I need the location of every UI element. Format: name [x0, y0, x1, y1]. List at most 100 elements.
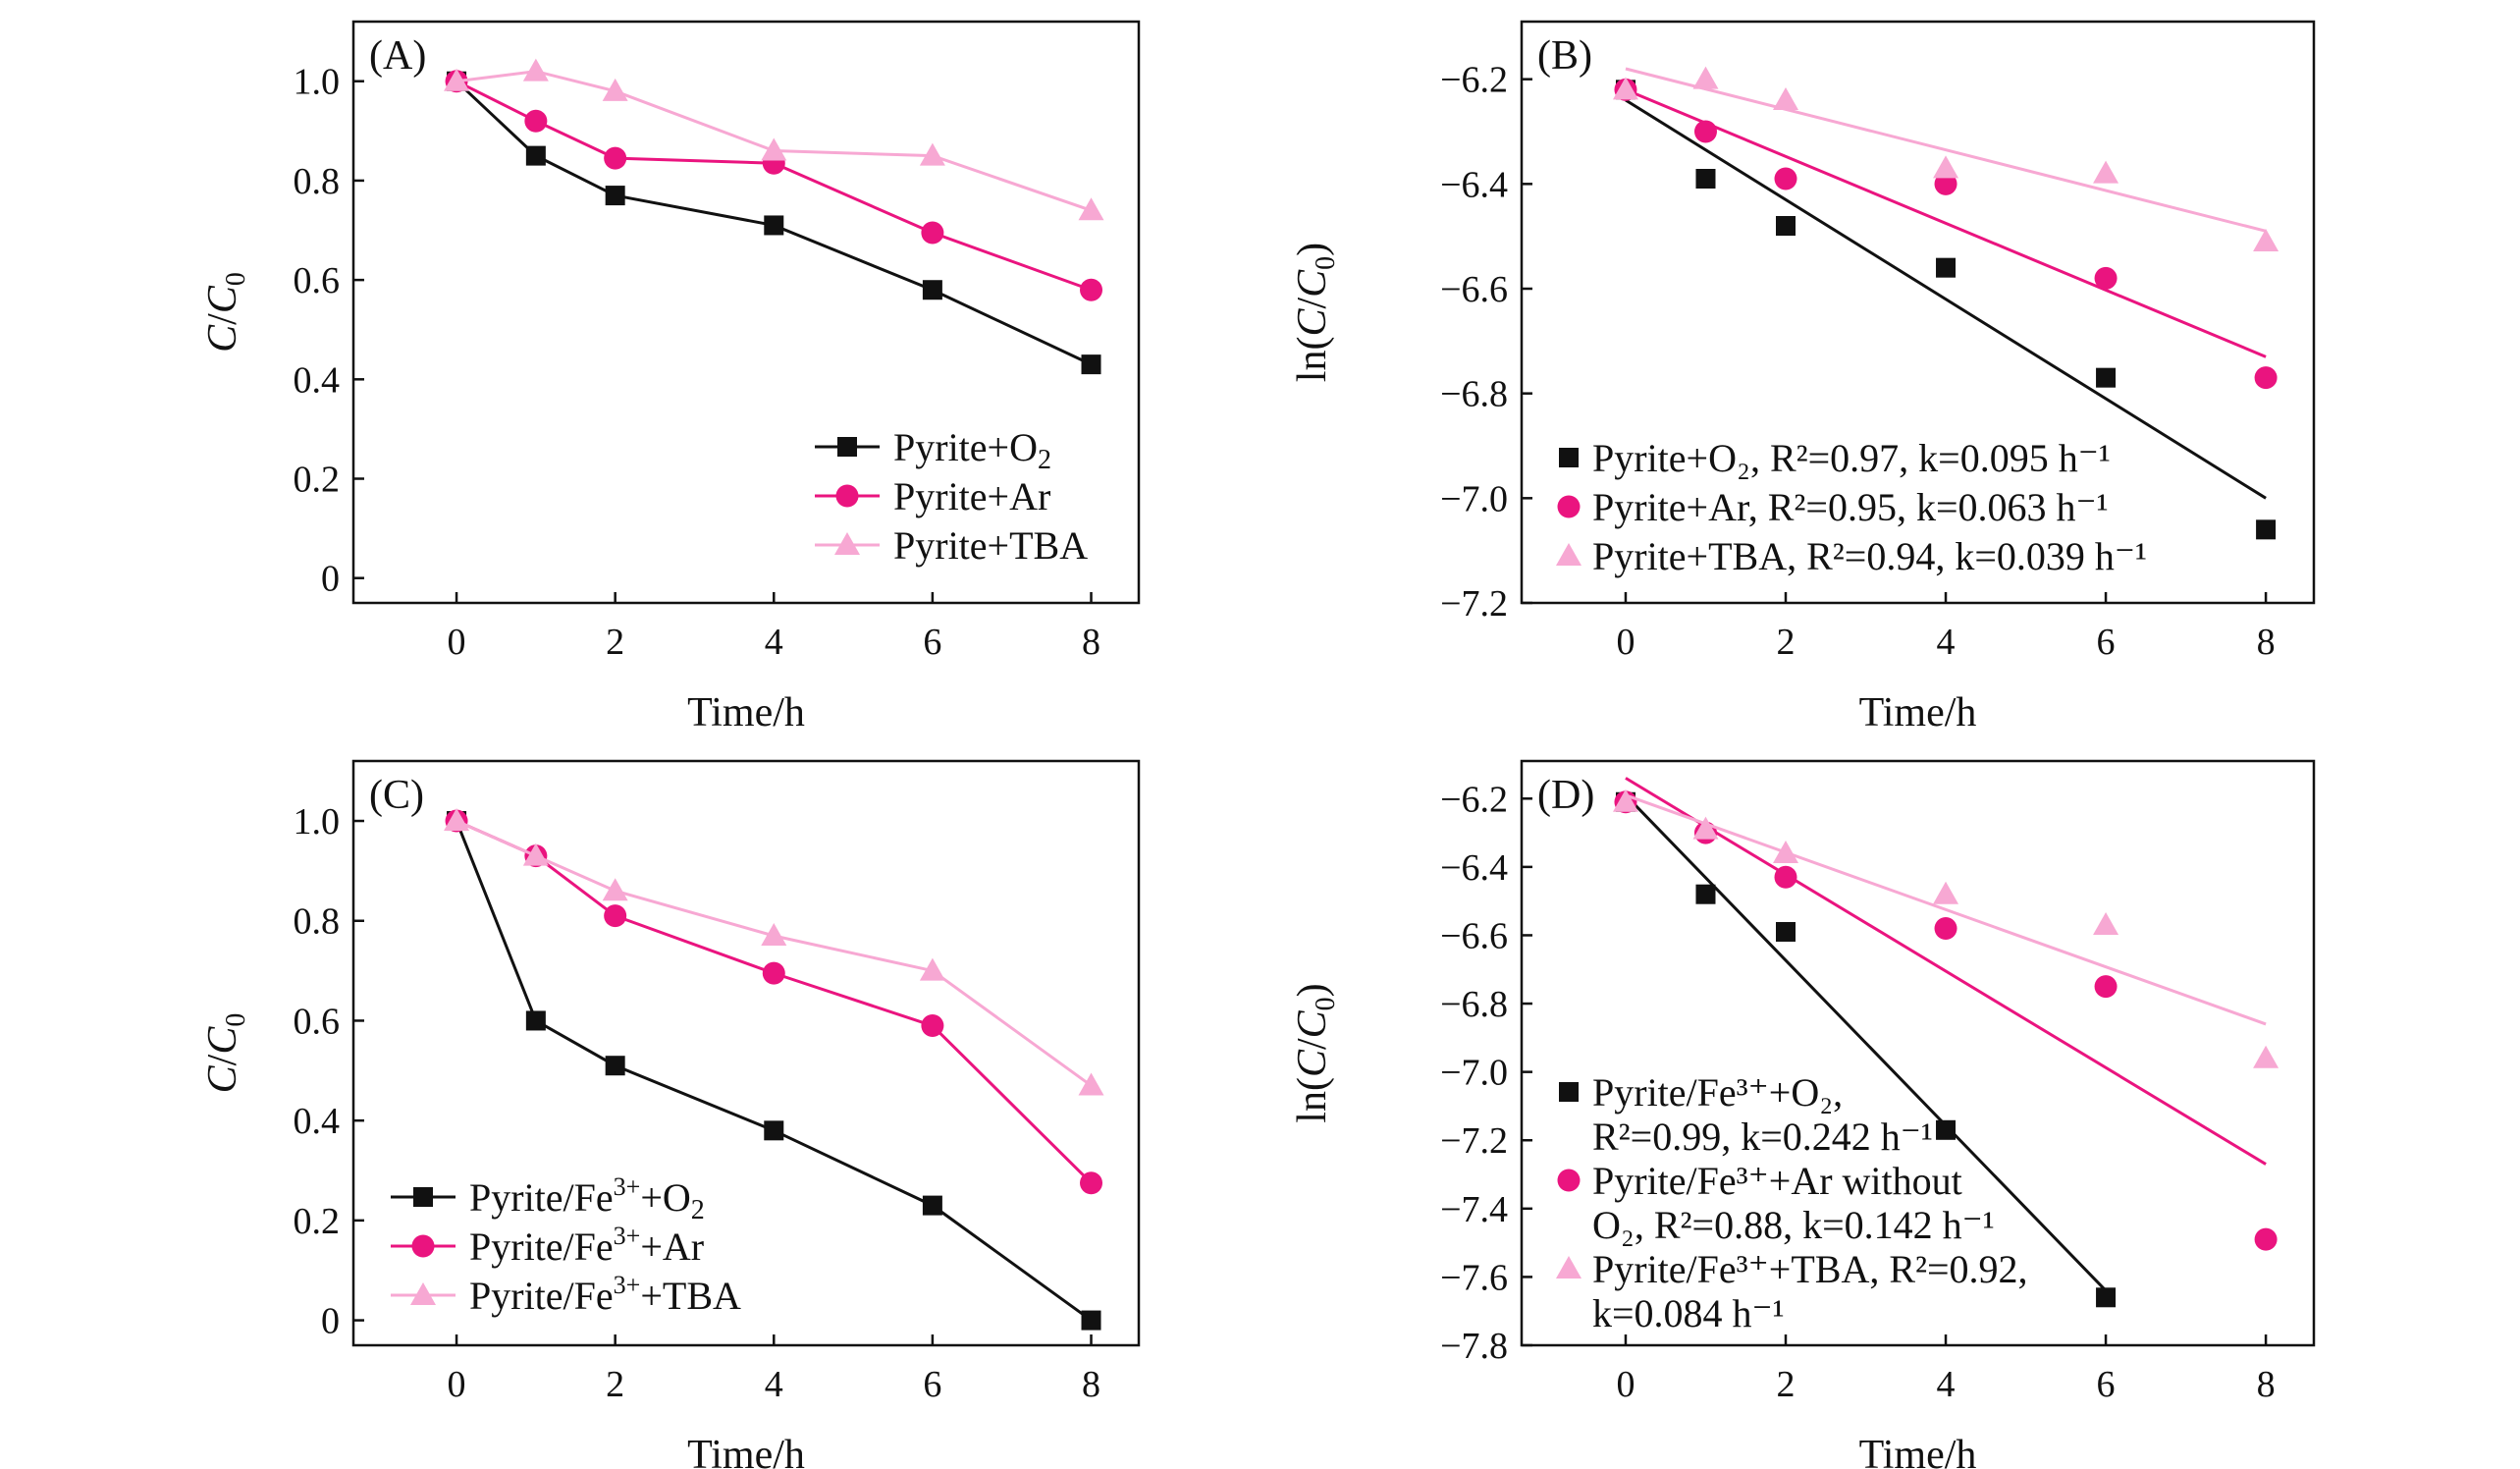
legend-marker [1556, 1256, 1582, 1279]
data-point [2254, 1227, 2278, 1251]
x-tick-label: 8 [1082, 1364, 1100, 1405]
data-point [764, 215, 784, 236]
plot-frame [1520, 759, 2316, 1347]
plot-frame [351, 20, 1141, 605]
series-line [455, 820, 1093, 1322]
series-tba [1612, 66, 2279, 251]
data-point [1936, 257, 1957, 278]
x-tick-label: 2 [606, 1364, 624, 1405]
y-tick-label: −7.2 [1440, 1120, 1508, 1162]
data-point [2093, 160, 2119, 184]
data-point [1936, 1119, 1957, 1140]
data-point [1080, 278, 1103, 301]
legend-label: Pyrite/Fe3++TBA [469, 1271, 741, 1318]
data-point [1692, 816, 1719, 840]
legend-entry: Pyrite/Fe3++Ar [391, 1222, 704, 1269]
data-point [1773, 840, 1798, 863]
y-tick-label: −7.8 [1440, 1326, 1508, 1367]
y-tick-label: 0.6 [294, 1001, 341, 1042]
data-point [919, 142, 945, 166]
series-tba [444, 808, 1104, 1096]
data-point [1692, 66, 1719, 89]
legend-label: Pyrite+O2 [893, 425, 1051, 475]
x-tick-label: 4 [765, 1364, 783, 1405]
data-point [605, 1056, 625, 1076]
fit-line [1625, 793, 2267, 1026]
legend-entry: Pyrite+TBA [815, 523, 1088, 568]
data-point [762, 961, 785, 985]
legend-marker [1559, 1082, 1579, 1102]
legend-label: Pyrite+Ar, R²=0.95, k=0.063 h⁻¹ [1592, 485, 2109, 529]
data-point [1933, 881, 1959, 904]
data-point [2253, 1045, 2279, 1068]
data-point [921, 221, 944, 245]
y-tick-label: 0 [321, 559, 340, 600]
data-point [2254, 366, 2278, 390]
series-line [456, 80, 1093, 366]
data-point [1934, 172, 1957, 195]
y-axis-title: C/C0 [200, 1013, 251, 1094]
plot-frame [351, 759, 1141, 1347]
y-tick-label: −7.4 [1440, 1189, 1508, 1230]
y-tick-label: −6.2 [1440, 60, 1508, 101]
data-point [604, 146, 627, 170]
data-point [1612, 789, 1638, 812]
x-tick-label: 0 [448, 1364, 466, 1405]
data-point [1695, 884, 1716, 904]
data-point [2094, 975, 2118, 999]
data-point [764, 1120, 784, 1141]
fit-line [1625, 98, 2267, 500]
x-tick-label: 4 [1937, 622, 1956, 663]
legend-entry: Pyrite+O2 [815, 425, 1051, 475]
legend-entry: Pyrite+Ar, R²=0.95, k=0.063 h⁻¹ [1557, 485, 2109, 529]
data-point [2096, 1287, 2117, 1308]
data-point [922, 1195, 942, 1216]
data-point [2256, 519, 2277, 540]
x-tick-label: 6 [2097, 1364, 2116, 1405]
data-point [1774, 167, 1797, 190]
x-axis-title: Time/h [1859, 690, 1977, 735]
series-line [456, 80, 1093, 292]
data-point [522, 843, 549, 866]
legend-entry: Pyrite/Fe3++TBA [391, 1271, 741, 1318]
legend-label: Pyrite+Ar [893, 474, 1050, 518]
legend-label: Pyrite/Fe3++O2 [469, 1172, 705, 1225]
data-point [1776, 216, 1796, 236]
data-point [1078, 1072, 1104, 1096]
legend-label: Pyrite/Fe³⁺+Ar without [1592, 1159, 1962, 1203]
x-tick-label: 0 [1616, 622, 1635, 663]
legend-label: O₂, R²=0.88, k=0.142 h⁻¹ [1592, 1203, 1995, 1247]
legend-label: k=0.084 h⁻¹ [1592, 1291, 1785, 1335]
y-tick-label: −7.0 [1440, 478, 1508, 519]
y-tick-label: −6.6 [1440, 269, 1508, 310]
legend-label: Pyrite+TBA, R²=0.94, k=0.039 h⁻¹ [1592, 534, 2147, 578]
plot-frame [1520, 20, 2316, 605]
legend-entry: Pyrite+TBA, R²=0.94, k=0.039 h⁻¹ [1556, 534, 2147, 578]
y-tick-label: −6.8 [1440, 374, 1508, 415]
x-tick-label: 8 [1082, 622, 1100, 663]
data-point [919, 957, 945, 981]
legend-marker [835, 484, 859, 508]
x-tick-label: 8 [2257, 1364, 2276, 1405]
x-tick-label: 0 [448, 622, 466, 663]
legend-marker [1557, 495, 1581, 518]
legend-entry: Pyrite+O₂, R²=0.97, k=0.095 h⁻¹ [1559, 436, 2111, 480]
data-point [1081, 1310, 1101, 1331]
data-point [761, 137, 787, 161]
y-tick-label: 0.2 [294, 460, 341, 501]
y-tick-label: −7.2 [1440, 583, 1508, 625]
series-line [456, 819, 1093, 1087]
x-tick-label: 0 [1616, 1364, 1635, 1405]
data-point [2093, 912, 2119, 936]
y-tick-label: −6.8 [1440, 984, 1508, 1025]
legend-label: Pyrite/Fe3++Ar [469, 1222, 704, 1269]
y-axis-title: ln(C/C0) [1290, 243, 1341, 382]
data-point [444, 808, 470, 832]
series-tba [444, 58, 1104, 221]
y-tick-label: 0.8 [294, 161, 341, 202]
data-point [2253, 229, 2279, 251]
legend-marker [837, 437, 857, 457]
y-tick-label: 0.2 [294, 1201, 341, 1242]
panel-label: (B) [1537, 33, 1592, 79]
